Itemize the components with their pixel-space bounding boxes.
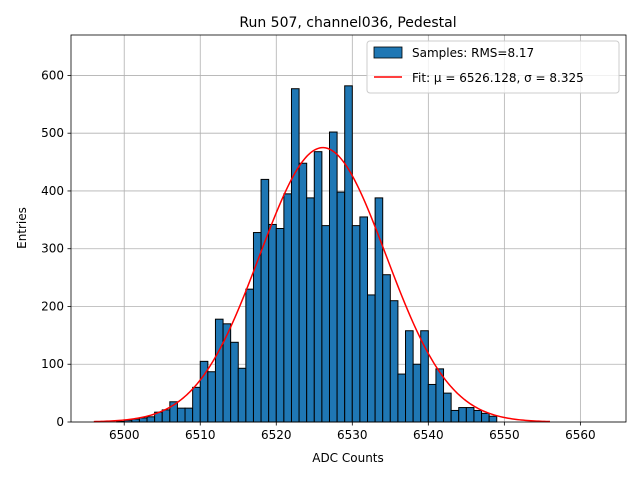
- x-tick-label: 6550: [489, 428, 520, 442]
- histogram-bars: [116, 85, 498, 423]
- histogram-bar: [207, 371, 216, 423]
- histogram-bar: [405, 330, 414, 423]
- histogram-bar: [192, 386, 201, 423]
- y-tick-label: 400: [41, 184, 64, 198]
- histogram-bar: [328, 131, 338, 423]
- y-tick-label: 200: [41, 299, 64, 313]
- histogram-bar: [427, 383, 437, 423]
- y-tick-label: 600: [41, 68, 64, 82]
- histogram-bar: [359, 216, 369, 423]
- histogram-bar: [488, 415, 498, 423]
- histogram-bar: [260, 178, 270, 423]
- legend-swatch-samples: [373, 46, 403, 59]
- legend: Samples: RMS=8.17 Fit: μ = 6526.128, σ =…: [366, 40, 620, 94]
- x-tick-label: 6520: [261, 428, 292, 442]
- histogram-bar: [184, 407, 194, 423]
- histogram-bar: [245, 288, 254, 423]
- y-tick-label: 0: [56, 415, 64, 429]
- histogram-bar: [146, 416, 156, 423]
- y-tick-label: 300: [41, 242, 64, 256]
- histogram-bar: [161, 409, 171, 423]
- x-tick-label: 6560: [565, 428, 596, 442]
- histogram-bar: [344, 85, 353, 423]
- histogram-bar: [290, 88, 300, 423]
- legend-label-samples: Samples: RMS=8.17: [412, 46, 534, 60]
- histogram-bar: [397, 373, 407, 423]
- y-tick-label: 500: [41, 126, 64, 140]
- x-axis-ticks: 6500 6510 6520 6530 6540 6550 6560: [109, 422, 596, 442]
- histogram-bar: [382, 274, 391, 423]
- x-axis-label: ADC Counts: [312, 451, 384, 465]
- histogram-bar: [176, 407, 186, 423]
- histogram-bar: [313, 151, 323, 423]
- histogram-bar: [481, 412, 490, 423]
- histogram-bar: [230, 341, 239, 423]
- plot-frame: [70, 34, 627, 423]
- legend-box: [366, 40, 620, 94]
- histogram-bar: [268, 223, 277, 423]
- histogram-bar: [321, 225, 330, 423]
- histogram-bar: [367, 294, 376, 423]
- histogram-bar: [275, 228, 285, 423]
- x-tick-label: 6500: [109, 428, 140, 442]
- histogram-bar: [473, 409, 483, 423]
- legend-label-fit: Fit: μ = 6526.128, σ = 8.325: [412, 71, 584, 85]
- histogram-bar: [351, 225, 361, 423]
- histogram-bar: [138, 417, 148, 423]
- histogram-bar: [412, 363, 422, 423]
- y-tick-label: 100: [41, 357, 64, 371]
- histogram-bar: [222, 323, 232, 423]
- histogram-bar: [298, 162, 308, 423]
- histogram-bar: [336, 191, 346, 423]
- x-tick-label: 6540: [413, 428, 444, 442]
- histogram-bar: [389, 300, 399, 423]
- histogram-bar: [306, 197, 315, 423]
- histogram-bar: [458, 407, 467, 423]
- gaussian-fit-curve: [93, 146, 550, 423]
- y-axis-ticks: 0 100 200 300 400 500 600: [41, 68, 71, 429]
- histogram-bar: [465, 407, 475, 423]
- histogram-bar: [450, 409, 460, 423]
- histogram-bar: [283, 193, 292, 423]
- histogram-bar: [214, 318, 224, 423]
- histogram-bar: [420, 330, 429, 423]
- chart-title: Run 507, channel036, Pedestal: [239, 15, 456, 31]
- x-tick-label: 6530: [337, 428, 368, 442]
- y-axis-label: Entries: [15, 207, 29, 249]
- x-tick-label: 6510: [185, 428, 216, 442]
- histogram-bar: [237, 367, 247, 423]
- histogram-bar: [443, 392, 452, 423]
